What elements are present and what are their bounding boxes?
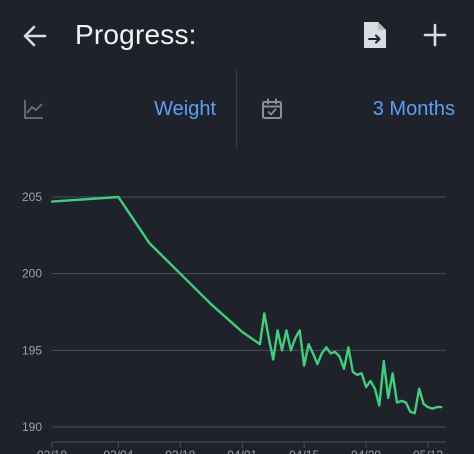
- file-export-icon[interactable]: [361, 19, 389, 51]
- line-chart: 190 195 200 205 02/18 03/04 03/18 04/01 04/15 04/…: [22, 190, 446, 454]
- calendar-check-icon: [262, 98, 282, 119]
- page-title: Progress:: [75, 19, 197, 50]
- y-tick-label: 190: [22, 420, 42, 434]
- x-tick-label: 04/15: [289, 448, 319, 454]
- line-chart-icon: [24, 100, 43, 119]
- app-bar: Progress:: [0, 0, 474, 70]
- metric-selector[interactable]: Weight: [0, 70, 236, 148]
- y-tick-label: 205: [22, 190, 42, 204]
- back-arrow-icon[interactable]: [20, 21, 50, 51]
- x-tick-label: 04/29: [351, 448, 381, 454]
- weight-series-line: [50, 195, 443, 415]
- y-tick-label: 195: [22, 343, 42, 357]
- x-tick-label: 03/18: [165, 448, 195, 454]
- plus-icon[interactable]: [420, 20, 450, 50]
- x-tick-label: 03/04: [103, 448, 133, 454]
- range-value: 3 Months: [372, 98, 455, 120]
- selector-divider: [236, 70, 237, 148]
- range-selector[interactable]: 3 Months: [238, 70, 474, 148]
- y-tick-label: 200: [22, 267, 42, 281]
- weight-chart[interactable]: 190 195 200 205 02/18 03/04 03/18 04/01 04/15 04/…: [0, 148, 474, 454]
- x-tick-label: 04/01: [227, 448, 257, 454]
- x-tick-label: 05/13: [413, 448, 443, 454]
- metric-value: Weight: [154, 98, 216, 120]
- selector-row: Weight 3 Months: [0, 70, 474, 148]
- x-tick-label: 02/18: [37, 448, 67, 454]
